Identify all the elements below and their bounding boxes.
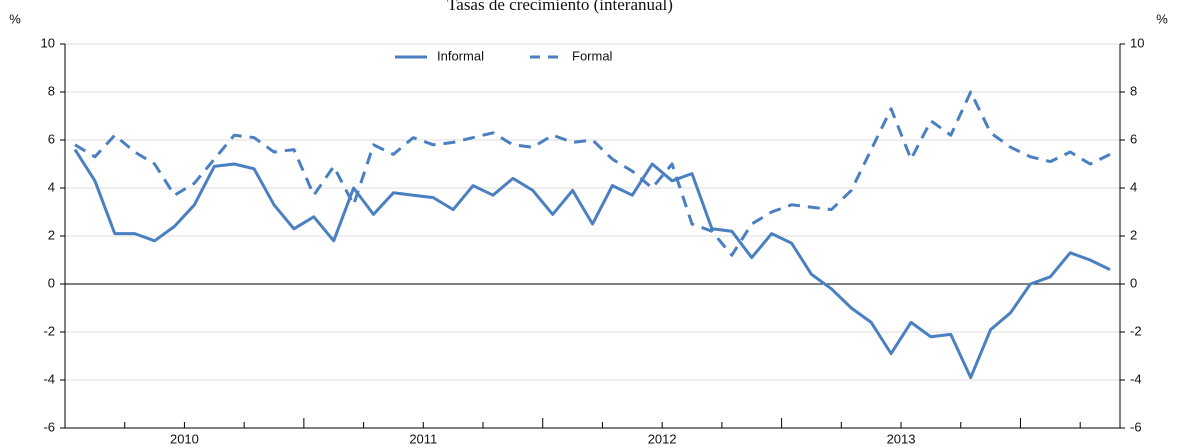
y2-tick-label: 4 [1130, 179, 1137, 194]
y2-tick-label: -4 [1130, 371, 1142, 386]
y2-tick-label: 10 [1130, 35, 1144, 50]
y-tick-label: 4 [48, 179, 55, 194]
y-tick-label: 8 [48, 83, 55, 98]
y-tick-label: -6 [43, 419, 55, 434]
x-tick-label: 2011 [409, 431, 437, 446]
y-tick-label: 10 [41, 35, 55, 50]
chart-title: Tasas de crecimiento (interanual) [447, 0, 673, 14]
y-tick-label: -4 [43, 371, 55, 386]
y2-tick-label: -6 [1130, 419, 1142, 434]
y-tick-label: 6 [48, 131, 55, 146]
legend-label: Informal [437, 48, 484, 63]
y2-tick-label: -2 [1130, 323, 1142, 338]
y-tick-label: -2 [43, 323, 55, 338]
series-line [74, 90, 1111, 257]
legend-label: Formal [572, 48, 613, 63]
x-tick-label: 2010 [170, 431, 199, 446]
y2-tick-label: 6 [1130, 131, 1137, 146]
y2-tick-label: 0 [1130, 275, 1137, 290]
y2-tick-label: 8 [1130, 83, 1137, 98]
series-line [73, 148, 1111, 380]
y2-axis-label: % [1156, 11, 1168, 26]
y-tick-label: 0 [48, 275, 55, 290]
y2-tick-label: 2 [1130, 227, 1137, 242]
y-tick-label: 2 [48, 227, 55, 242]
y-axis-label: % [9, 11, 21, 26]
x-tick-label: 2012 [648, 431, 677, 446]
x-tick-label: 2013 [887, 431, 916, 446]
